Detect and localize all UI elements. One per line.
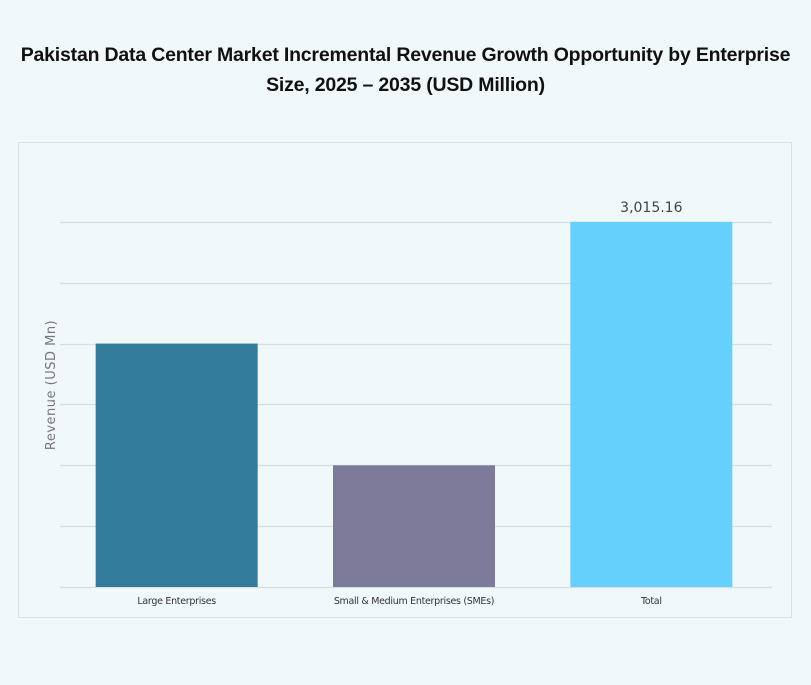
x-tick-label: Small & Medium Enterprises (SMEs) — [334, 596, 494, 607]
data-label: 3,015.16 — [620, 200, 682, 216]
y-axis-label: Revenue (USD Mn) — [44, 320, 59, 450]
chart-title: Pakistan Data Center Market Incremental … — [20, 44, 791, 96]
x-tick-label: Total — [640, 596, 662, 607]
labels: Large Enterprises Small & Medium Enterpri… — [137, 200, 682, 607]
x-tick-label: Large Enterprises — [137, 596, 216, 607]
bar — [570, 221, 733, 587]
bars — [95, 221, 733, 587]
bar — [95, 343, 258, 587]
chart-card — [18, 142, 792, 618]
bar — [333, 465, 495, 587]
